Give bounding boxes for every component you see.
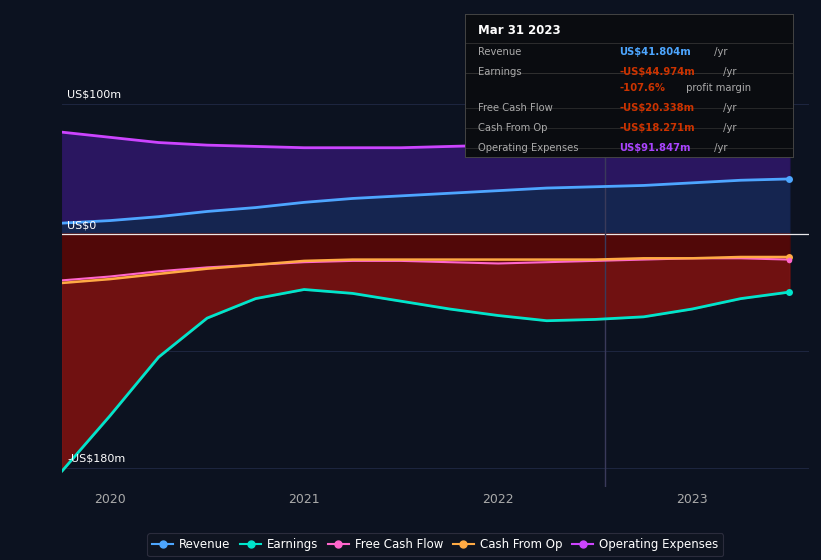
Text: -US$180m: -US$180m — [67, 454, 126, 464]
Text: Revenue: Revenue — [478, 47, 521, 57]
Text: US$100m: US$100m — [67, 90, 122, 100]
Text: /yr: /yr — [711, 142, 727, 152]
Text: Mar 31 2023: Mar 31 2023 — [478, 24, 561, 37]
Text: /yr: /yr — [720, 67, 736, 77]
Text: Free Cash Flow: Free Cash Flow — [478, 102, 553, 113]
Text: US$0: US$0 — [67, 221, 97, 231]
Text: US$91.847m: US$91.847m — [619, 142, 690, 152]
Text: -US$44.974m: -US$44.974m — [619, 67, 695, 77]
Text: -107.6%: -107.6% — [619, 82, 665, 92]
Text: -US$18.271m: -US$18.271m — [619, 123, 695, 133]
Legend: Revenue, Earnings, Free Cash Flow, Cash From Op, Operating Expenses: Revenue, Earnings, Free Cash Flow, Cash … — [147, 534, 723, 556]
Text: /yr: /yr — [720, 123, 736, 133]
Text: Cash From Op: Cash From Op — [478, 123, 548, 133]
Text: profit margin: profit margin — [683, 82, 751, 92]
Text: US$41.804m: US$41.804m — [619, 47, 690, 57]
Text: -US$20.338m: -US$20.338m — [619, 102, 695, 113]
Text: /yr: /yr — [720, 102, 736, 113]
Text: Earnings: Earnings — [478, 67, 521, 77]
Text: /yr: /yr — [711, 47, 727, 57]
Text: Operating Expenses: Operating Expenses — [478, 142, 578, 152]
